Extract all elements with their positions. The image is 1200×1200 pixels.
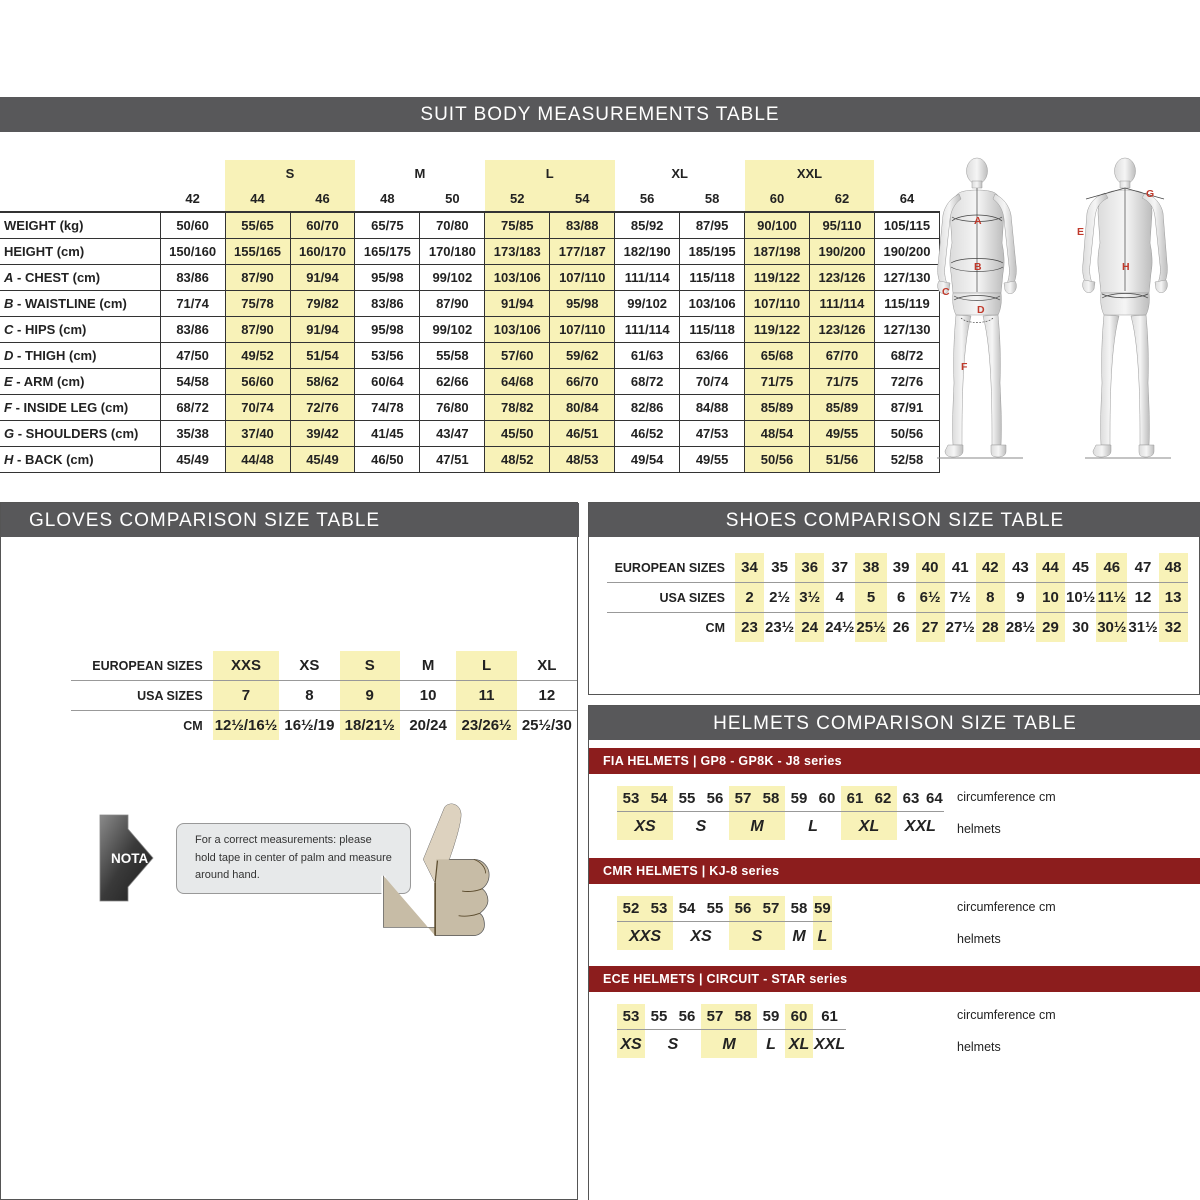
svg-text:H: H	[1122, 261, 1130, 273]
svg-text:D: D	[977, 304, 985, 316]
svg-text:B: B	[974, 261, 982, 273]
svg-text:G: G	[1146, 188, 1154, 200]
svg-text:NOTA: NOTA	[111, 851, 148, 866]
svg-text:E: E	[1077, 226, 1084, 238]
svg-text:A: A	[974, 215, 982, 227]
svg-text:C: C	[942, 286, 950, 298]
svg-text:F: F	[961, 361, 968, 373]
